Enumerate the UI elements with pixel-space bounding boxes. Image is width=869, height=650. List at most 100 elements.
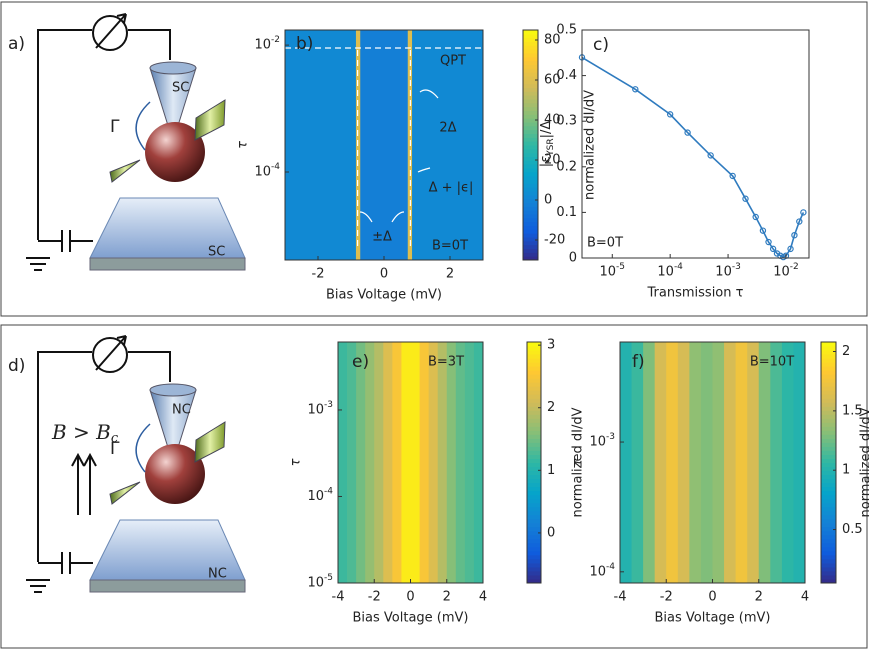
colorbar-slice — [523, 60, 538, 65]
heatmap-cell — [365, 342, 375, 583]
schematic-part — [38, 552, 93, 574]
colorbar-slice — [821, 442, 836, 447]
colorbar-label: normalized dI/dV — [571, 407, 586, 517]
x-axis-label: Bias Voltage (mV) — [655, 611, 771, 626]
x-tick-label: 0 — [380, 267, 388, 282]
colorbar-slice — [821, 574, 836, 580]
colorbar-slice — [821, 562, 836, 568]
colorbar-slice — [821, 502, 836, 508]
colorbar-slice — [527, 514, 541, 520]
y-tick-label-exponent: -2 — [271, 35, 280, 45]
colorbar-slice — [527, 350, 541, 355]
colorbar-slice — [523, 225, 538, 230]
colorbar-slice — [527, 466, 541, 472]
colorbar-slice — [527, 394, 541, 399]
colorbar-slice — [821, 518, 836, 524]
colorbar-slice — [523, 221, 538, 226]
data-point — [632, 86, 639, 93]
x-tick-label: 2 — [446, 267, 454, 282]
schematic-part — [109, 481, 141, 505]
colorbar-slice — [523, 114, 538, 119]
y-tick-label: 10-5 — [307, 573, 333, 591]
annotation: QPT — [440, 54, 466, 69]
colorbar-frame — [820, 341, 837, 584]
colorbar-slice — [523, 137, 538, 142]
colorbar-slice — [527, 546, 541, 552]
data-point — [796, 218, 803, 225]
colorbar-tick-label: 1.5 — [842, 403, 863, 418]
data-point — [787, 245, 794, 253]
colorbar-slice — [527, 498, 541, 504]
colorbar-slice — [821, 462, 836, 468]
colorbar-slice — [523, 79, 538, 85]
colorbar-tick-label: -20 — [544, 233, 565, 248]
colorbar-slice — [523, 256, 538, 261]
heatmap-cell — [654, 342, 667, 583]
x-tick-label-exponent: -3 — [732, 262, 741, 272]
colorbar-slice — [527, 450, 541, 455]
colorbar-slice — [527, 574, 541, 580]
colorbar-slice — [821, 478, 836, 484]
schematic-part — [194, 99, 226, 141]
colorbar-slice — [821, 382, 836, 387]
annotation: B=10T — [750, 355, 794, 370]
colorbar-slice — [527, 434, 541, 439]
y-axis-label: τ — [236, 141, 251, 149]
heatmap-cell — [735, 342, 748, 583]
colorbar-slice — [523, 233, 538, 238]
schematic-part — [71, 452, 97, 515]
schematic-part — [37, 29, 171, 240]
heatmap-cell — [355, 30, 361, 260]
colorbar-slice — [821, 578, 836, 584]
colorbar-slice — [527, 378, 541, 383]
colorbar-slice — [821, 522, 836, 528]
schematic-part — [149, 61, 197, 75]
data-point — [765, 238, 772, 246]
colorbar-slice — [527, 578, 541, 584]
colorbar-slice — [821, 490, 836, 496]
colorbar-slice — [527, 438, 541, 443]
colorbar-slice — [523, 248, 538, 253]
x-tick-label: 2 — [755, 590, 763, 605]
colorbar-slice — [523, 156, 538, 161]
colorbar-slice — [523, 45, 538, 50]
colorbar-slice — [523, 152, 538, 157]
y-tick-label: 10-2 — [254, 35, 280, 53]
heatmap-cell — [401, 342, 411, 583]
colorbar-slice — [821, 558, 836, 564]
colorbar-slice — [523, 252, 538, 257]
colorbar-slice — [523, 122, 538, 127]
colorbar-slice — [523, 183, 538, 188]
annotation: e) — [352, 352, 369, 372]
colorbar-slice — [523, 148, 538, 154]
colorbar-slice — [523, 95, 538, 100]
colorbar-slice — [523, 129, 538, 134]
colorbar-slice — [523, 175, 538, 180]
colorbar-slice — [527, 478, 541, 484]
x-tick-label: -4 — [332, 590, 345, 605]
colorbar-slice — [523, 91, 538, 96]
colorbar-slice — [821, 570, 836, 576]
colorbar-tick-label: 0 — [547, 525, 555, 540]
colorbar-slice — [821, 386, 836, 391]
colorbar-slice — [527, 482, 541, 488]
y-axis-label: τ — [289, 458, 304, 466]
colorbar-tick-label: 40 — [544, 113, 561, 128]
schematic-part — [89, 257, 246, 271]
colorbar-slice — [527, 542, 541, 548]
heatmap-cell — [473, 342, 484, 583]
colorbar-slice — [523, 30, 538, 35]
colorbar-slice — [523, 133, 538, 138]
annotation: B=3T — [428, 355, 464, 370]
colorbar-slice — [527, 418, 541, 423]
x-tick-label: 4 — [479, 590, 487, 605]
y-tick-label-exponent: -4 — [271, 161, 280, 171]
field-label: B > Bc — [51, 420, 119, 446]
y-tick-label: 10-4 — [589, 561, 615, 579]
heatmap-cell — [689, 342, 702, 583]
heatmap-cell — [464, 342, 475, 583]
y-tick-label: 0 — [569, 251, 577, 266]
colorbar-slice — [527, 430, 541, 435]
heatmap-cell — [410, 342, 420, 583]
colorbar-slice — [523, 202, 538, 207]
